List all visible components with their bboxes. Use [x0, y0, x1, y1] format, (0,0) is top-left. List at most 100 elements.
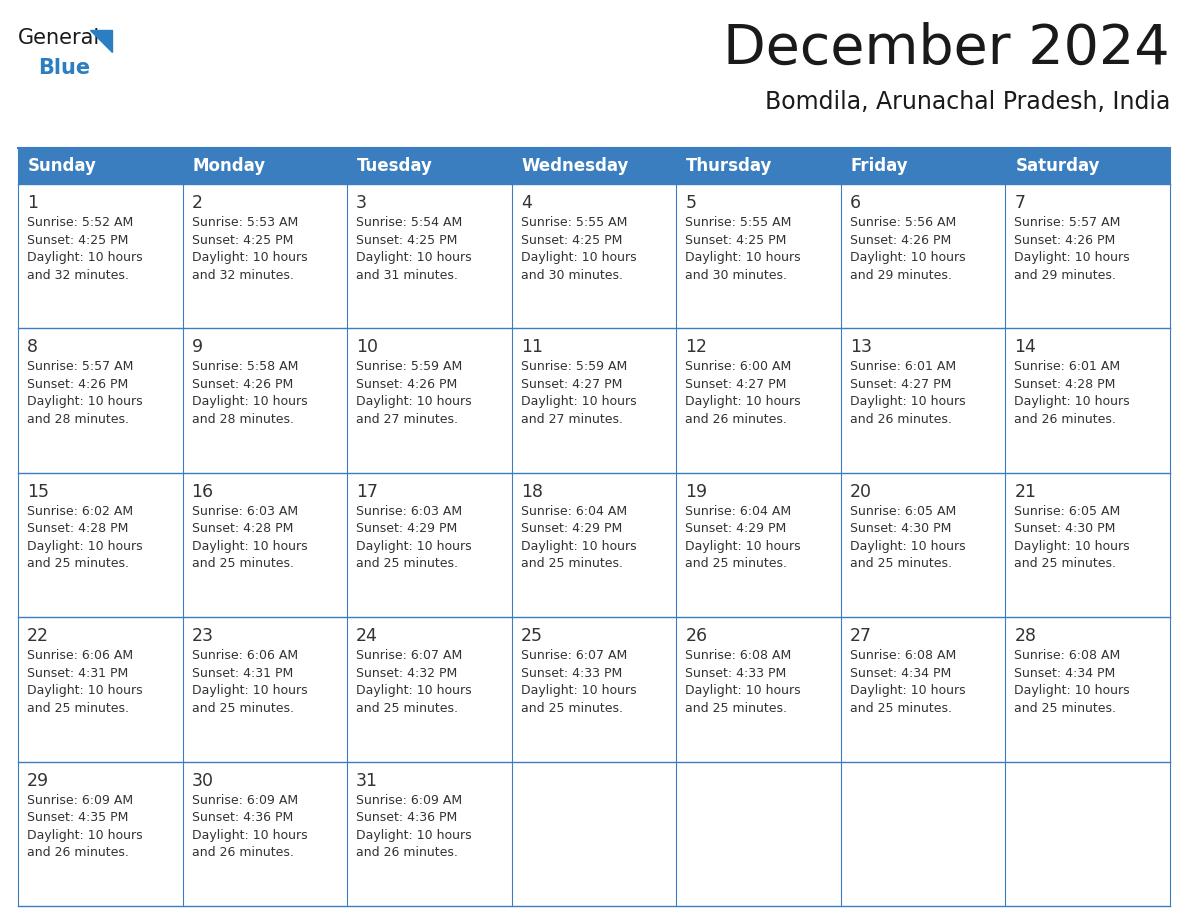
- Text: Daylight: 10 hours: Daylight: 10 hours: [27, 251, 143, 264]
- Text: and 28 minutes.: and 28 minutes.: [27, 413, 129, 426]
- Text: and 27 minutes.: and 27 minutes.: [520, 413, 623, 426]
- Bar: [841, 617, 1005, 762]
- Text: Sunset: 4:29 PM: Sunset: 4:29 PM: [356, 522, 457, 535]
- Text: Sunrise: 5:56 AM: Sunrise: 5:56 AM: [849, 216, 956, 229]
- Text: and 28 minutes.: and 28 minutes.: [191, 413, 293, 426]
- Text: Sunrise: 5:59 AM: Sunrise: 5:59 AM: [356, 361, 462, 374]
- Text: Daylight: 10 hours: Daylight: 10 hours: [849, 396, 966, 409]
- Bar: [347, 762, 512, 906]
- Text: and 30 minutes.: and 30 minutes.: [520, 268, 623, 282]
- Text: Sunrise: 6:05 AM: Sunrise: 6:05 AM: [1015, 505, 1120, 518]
- Text: Daylight: 10 hours: Daylight: 10 hours: [1015, 396, 1130, 409]
- Text: 28: 28: [1015, 627, 1036, 645]
- Text: Daylight: 10 hours: Daylight: 10 hours: [191, 684, 308, 697]
- Text: 5: 5: [685, 194, 696, 212]
- Bar: [676, 148, 841, 184]
- Text: Daylight: 10 hours: Daylight: 10 hours: [27, 540, 143, 553]
- Text: and 32 minutes.: and 32 minutes.: [27, 268, 128, 282]
- Bar: [512, 148, 676, 184]
- Text: Daylight: 10 hours: Daylight: 10 hours: [1015, 540, 1130, 553]
- Text: and 25 minutes.: and 25 minutes.: [1015, 557, 1117, 570]
- Text: Sunrise: 6:08 AM: Sunrise: 6:08 AM: [849, 649, 956, 662]
- Text: and 31 minutes.: and 31 minutes.: [356, 268, 459, 282]
- Text: Bomdila, Arunachal Pradesh, India: Bomdila, Arunachal Pradesh, India: [765, 90, 1170, 114]
- Text: Sunset: 4:26 PM: Sunset: 4:26 PM: [1015, 233, 1116, 247]
- Bar: [183, 762, 347, 906]
- Text: Daylight: 10 hours: Daylight: 10 hours: [191, 829, 308, 842]
- Text: 8: 8: [27, 339, 38, 356]
- Text: Daylight: 10 hours: Daylight: 10 hours: [685, 684, 801, 697]
- Text: 30: 30: [191, 772, 214, 789]
- Text: Sunset: 4:25 PM: Sunset: 4:25 PM: [27, 233, 128, 247]
- Bar: [512, 473, 676, 617]
- Bar: [1005, 148, 1170, 184]
- Text: Daylight: 10 hours: Daylight: 10 hours: [356, 540, 472, 553]
- Text: and 26 minutes.: and 26 minutes.: [849, 413, 952, 426]
- Text: Sunrise: 6:07 AM: Sunrise: 6:07 AM: [520, 649, 627, 662]
- Text: and 29 minutes.: and 29 minutes.: [1015, 268, 1117, 282]
- Text: 11: 11: [520, 339, 543, 356]
- Text: Sunrise: 5:54 AM: Sunrise: 5:54 AM: [356, 216, 462, 229]
- Bar: [841, 762, 1005, 906]
- Text: Saturday: Saturday: [1016, 157, 1100, 175]
- Bar: [18, 329, 183, 473]
- Text: Sunset: 4:25 PM: Sunset: 4:25 PM: [356, 233, 457, 247]
- Bar: [841, 329, 1005, 473]
- Text: Sunset: 4:31 PM: Sunset: 4:31 PM: [191, 666, 292, 679]
- Text: Sunrise: 5:52 AM: Sunrise: 5:52 AM: [27, 216, 133, 229]
- Polygon shape: [90, 30, 112, 52]
- Text: Sunset: 4:26 PM: Sunset: 4:26 PM: [191, 378, 292, 391]
- Text: Sunrise: 5:55 AM: Sunrise: 5:55 AM: [685, 216, 791, 229]
- Text: Sunset: 4:36 PM: Sunset: 4:36 PM: [356, 812, 457, 824]
- Text: 16: 16: [191, 483, 214, 501]
- Text: 13: 13: [849, 339, 872, 356]
- Text: Daylight: 10 hours: Daylight: 10 hours: [685, 396, 801, 409]
- Text: and 25 minutes.: and 25 minutes.: [27, 701, 129, 715]
- Text: Sunset: 4:27 PM: Sunset: 4:27 PM: [849, 378, 952, 391]
- Bar: [347, 617, 512, 762]
- Text: Daylight: 10 hours: Daylight: 10 hours: [356, 396, 472, 409]
- Bar: [1005, 617, 1170, 762]
- Text: 6: 6: [849, 194, 861, 212]
- Bar: [676, 762, 841, 906]
- Text: Daylight: 10 hours: Daylight: 10 hours: [1015, 251, 1130, 264]
- Bar: [1005, 184, 1170, 329]
- Bar: [676, 473, 841, 617]
- Text: Sunrise: 6:01 AM: Sunrise: 6:01 AM: [849, 361, 956, 374]
- Text: Sunset: 4:25 PM: Sunset: 4:25 PM: [520, 233, 623, 247]
- Text: Daylight: 10 hours: Daylight: 10 hours: [356, 251, 472, 264]
- Text: Sunset: 4:32 PM: Sunset: 4:32 PM: [356, 666, 457, 679]
- Text: and 25 minutes.: and 25 minutes.: [191, 557, 293, 570]
- Text: Sunrise: 5:59 AM: Sunrise: 5:59 AM: [520, 361, 627, 374]
- Text: and 25 minutes.: and 25 minutes.: [849, 557, 952, 570]
- Text: Sunrise: 6:03 AM: Sunrise: 6:03 AM: [356, 505, 462, 518]
- Text: 22: 22: [27, 627, 49, 645]
- Bar: [18, 184, 183, 329]
- Text: Sunrise: 6:07 AM: Sunrise: 6:07 AM: [356, 649, 462, 662]
- Text: 1: 1: [27, 194, 38, 212]
- Bar: [512, 184, 676, 329]
- Text: Sunrise: 5:57 AM: Sunrise: 5:57 AM: [27, 361, 133, 374]
- Text: 7: 7: [1015, 194, 1025, 212]
- Text: Wednesday: Wednesday: [522, 157, 630, 175]
- Text: Thursday: Thursday: [687, 157, 772, 175]
- Text: Sunset: 4:25 PM: Sunset: 4:25 PM: [685, 233, 786, 247]
- Text: Sunset: 4:33 PM: Sunset: 4:33 PM: [685, 666, 786, 679]
- Text: 4: 4: [520, 194, 531, 212]
- Text: 21: 21: [1015, 483, 1036, 501]
- Text: and 27 minutes.: and 27 minutes.: [356, 413, 459, 426]
- Text: Daylight: 10 hours: Daylight: 10 hours: [27, 396, 143, 409]
- Text: and 25 minutes.: and 25 minutes.: [191, 701, 293, 715]
- Text: Sunrise: 6:09 AM: Sunrise: 6:09 AM: [27, 793, 133, 807]
- Text: and 25 minutes.: and 25 minutes.: [356, 557, 459, 570]
- Text: Sunset: 4:29 PM: Sunset: 4:29 PM: [520, 522, 623, 535]
- Bar: [1005, 329, 1170, 473]
- Text: 2: 2: [191, 194, 203, 212]
- Text: and 25 minutes.: and 25 minutes.: [685, 701, 788, 715]
- Bar: [18, 473, 183, 617]
- Text: Daylight: 10 hours: Daylight: 10 hours: [27, 684, 143, 697]
- Bar: [676, 617, 841, 762]
- Text: Sunset: 4:35 PM: Sunset: 4:35 PM: [27, 812, 128, 824]
- Text: 29: 29: [27, 772, 49, 789]
- Text: 19: 19: [685, 483, 707, 501]
